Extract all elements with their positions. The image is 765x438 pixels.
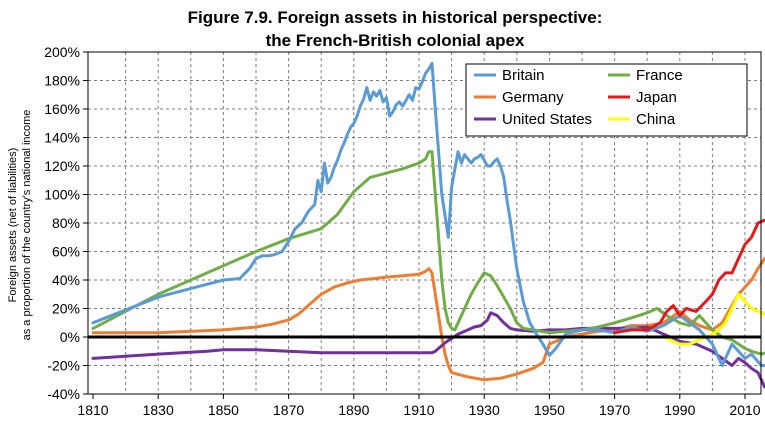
series-line-britain	[91, 61, 765, 367]
x-tick-label: 1930	[469, 402, 500, 418]
y-tick-label: 0%	[60, 329, 80, 345]
y-tick-label: 20%	[52, 301, 80, 317]
x-axis-ticks: 1810 1830 1850 1870 1890 1910 1930 1950 1970 1990…	[77, 394, 761, 418]
legend-label-britain: Britain	[502, 67, 545, 84]
legend: Britain France Germany Japan United States Ch…	[465, 63, 748, 137]
x-tick-label: 1870	[273, 402, 304, 418]
y-axis-ticks: -40% -20% 0% 20% 40% 60% 80% 100% 120% 140% 160% 18…	[44, 44, 88, 402]
y-tick-label: 120%	[44, 158, 80, 174]
chart-subtitle: the French-British colonial apex	[266, 31, 525, 50]
y-axis-label: Foreign assets (net of liabilities)	[7, 148, 19, 303]
legend-label-united-states: United States	[502, 111, 592, 128]
y-tick-label: 200%	[44, 44, 80, 60]
x-tick-label: 1890	[338, 402, 369, 418]
y-tick-label: 180%	[44, 73, 80, 89]
x-tick-label: 1810	[77, 402, 108, 418]
y-tick-label: 40%	[52, 272, 80, 288]
series-line-china	[645, 292, 765, 346]
plot-frame	[87, 51, 762, 395]
legend-box	[465, 63, 748, 137]
y-tick-label: 140%	[44, 130, 80, 146]
legend-label-china: China	[636, 111, 676, 128]
series-line-japan	[613, 218, 765, 335]
y-tick-label: -20%	[47, 358, 80, 374]
y-tick-label: 60%	[52, 244, 80, 260]
x-tick-label: 1950	[534, 402, 565, 418]
x-tick-label: 1910	[403, 402, 434, 418]
chart-title: Figure 7.9. Foreign assets in historical…	[188, 8, 603, 27]
legend-label-germany: Germany	[502, 89, 564, 106]
legend-label-france: France	[636, 67, 683, 84]
y-tick-label: 80%	[52, 215, 80, 231]
y-axis-label-2: as a proportion of the country's nationa…	[21, 110, 33, 341]
series-line-united-states	[91, 311, 765, 389]
series-line-germany	[91, 256, 765, 382]
legend-label-japan: Japan	[636, 89, 677, 106]
x-tick-label: 1970	[599, 402, 630, 418]
y-tick-label: 100%	[44, 187, 80, 203]
y-tick-label: 160%	[44, 101, 80, 117]
x-tick-label: 1830	[143, 402, 174, 418]
series-lines	[91, 61, 765, 389]
x-tick-label: 1850	[208, 402, 239, 418]
x-tick-label: 2010	[729, 402, 760, 418]
series-line-france	[91, 150, 765, 356]
y-tick-label: -40%	[47, 386, 80, 402]
x-tick-label: 1990	[664, 402, 695, 418]
